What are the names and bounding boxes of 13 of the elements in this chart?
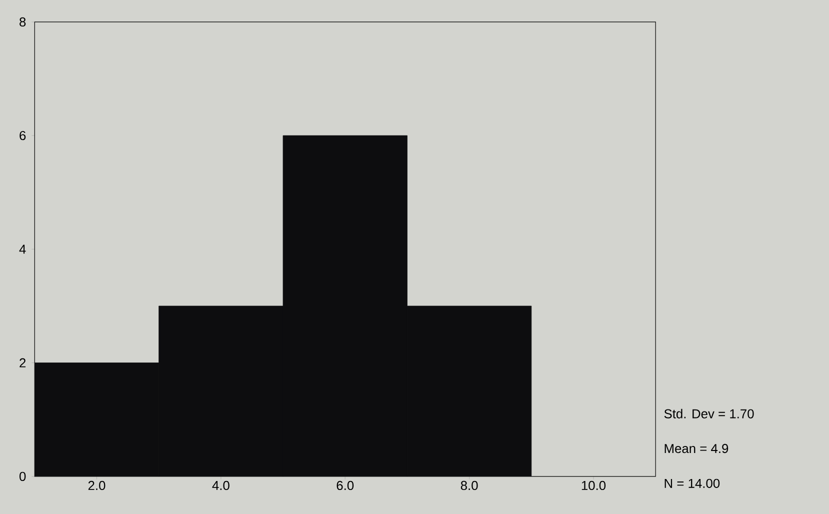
y-tick-label: 6 bbox=[20, 130, 26, 140]
text: Mean = 4.9 bbox=[664, 444, 728, 453]
y-tick-label: 0 bbox=[20, 472, 26, 481]
text: Std. Dev = 1.70 bbox=[664, 408, 754, 418]
x-tick-label: 2.0 bbox=[88, 480, 106, 490]
x-tick-label: 8.0 bbox=[460, 480, 478, 490]
y-tick-label: 8 bbox=[20, 17, 26, 26]
x-tick-label: 6.0 bbox=[336, 480, 354, 490]
y-tick-label: 4 bbox=[19, 244, 26, 254]
text: N = 14.00 bbox=[664, 478, 720, 488]
y-tick-label: 2 bbox=[20, 358, 26, 368]
x-tick-label: 4.0 bbox=[212, 480, 230, 490]
x-tick-label: 10.0 bbox=[582, 480, 606, 490]
